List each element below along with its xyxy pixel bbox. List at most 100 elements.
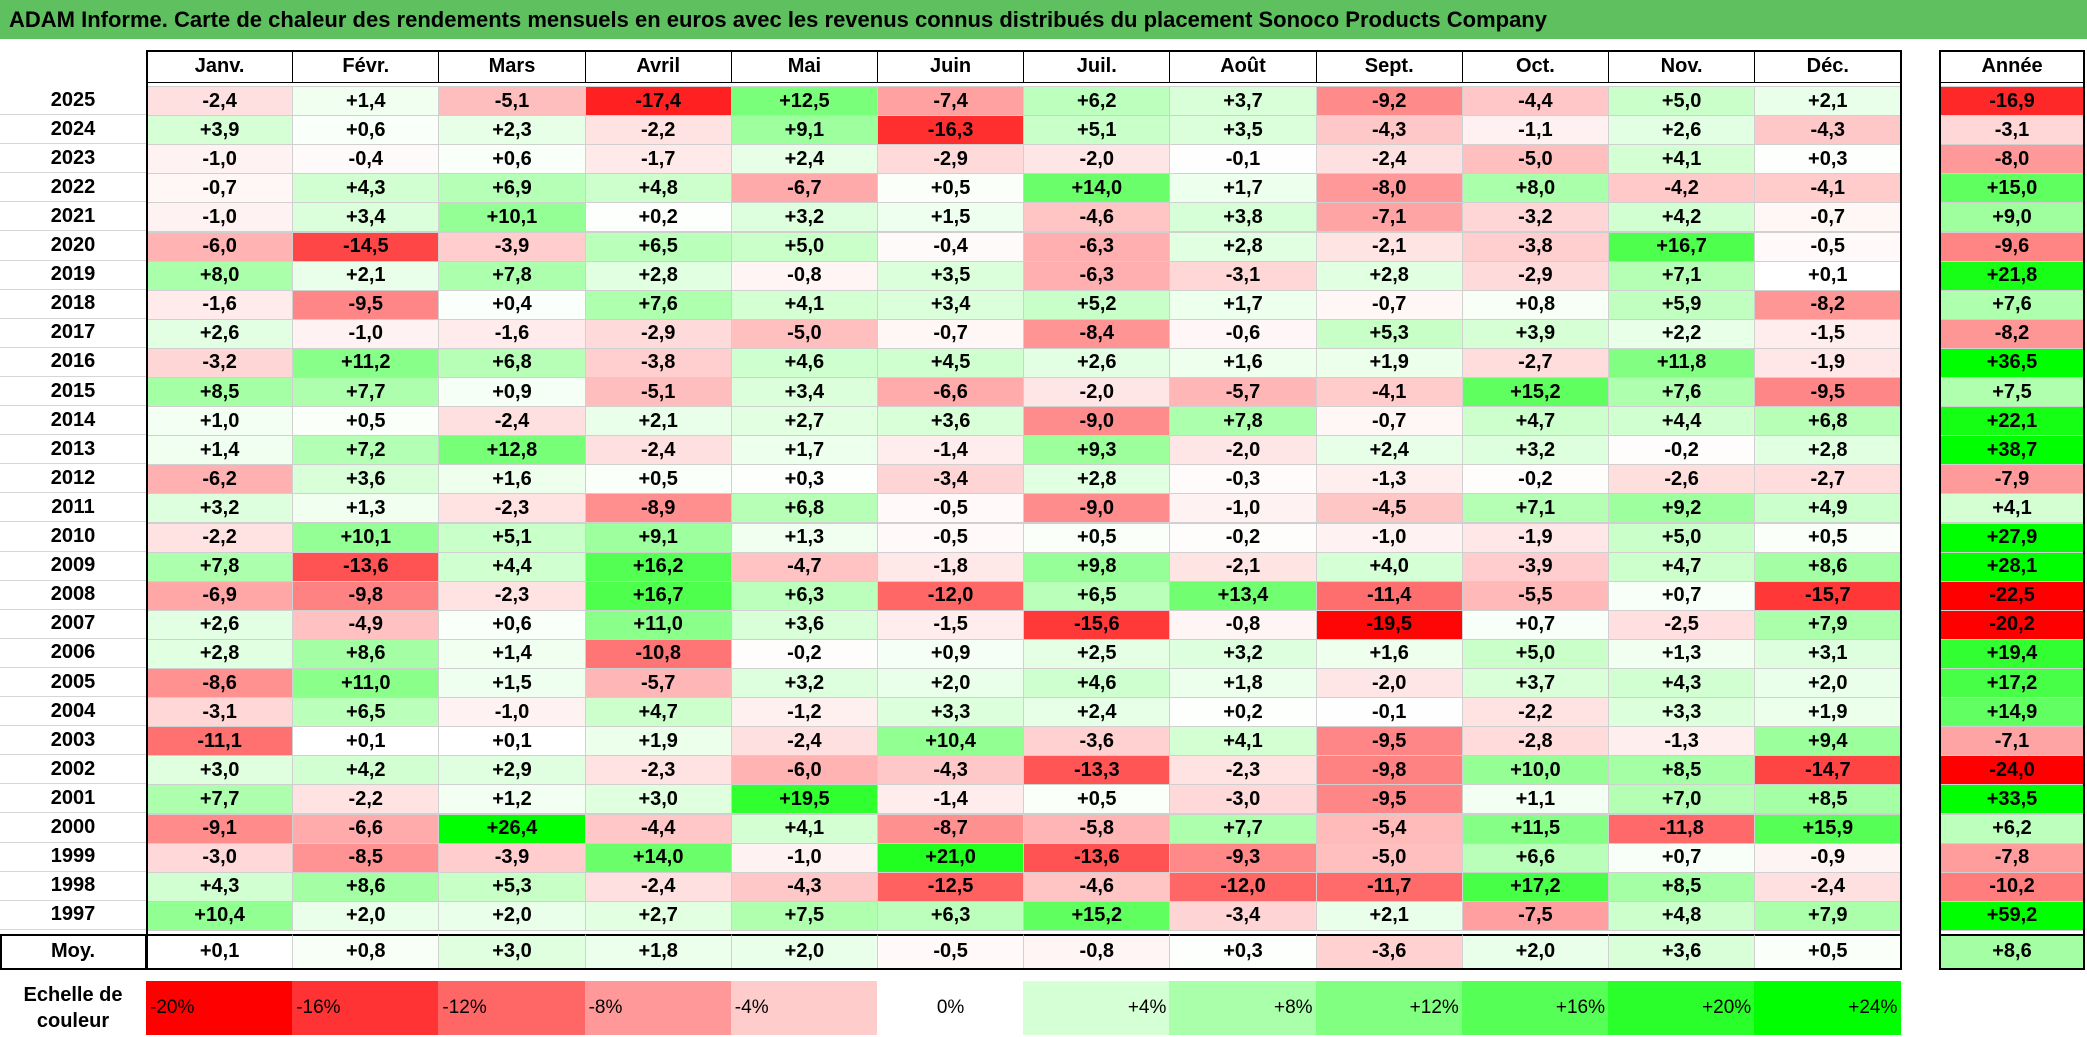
heatmap-cell: -5,8	[1023, 813, 1171, 844]
heatmap-cell: -11,8	[1608, 813, 1756, 844]
heatmap-cell: -3,0	[1169, 784, 1317, 815]
heatmap-cell: -8,7	[877, 813, 1025, 844]
heatmap-cell: -11,4	[1315, 580, 1463, 611]
heatmap-cell: +2,1	[584, 406, 732, 437]
annual-cell: +59,2	[1939, 900, 2085, 931]
heatmap-cell: +2,0	[438, 900, 586, 931]
heatmap-cell: +3,3	[877, 697, 1025, 728]
heatmap-cell: +2,7	[730, 406, 878, 437]
heatmap-cell: +4,1	[730, 813, 878, 844]
heatmap-cell: +8,5	[1754, 784, 1902, 815]
year-label: 2005	[0, 668, 146, 698]
annual-cell: +28,1	[1939, 551, 2085, 582]
heatmap-cell: -2,7	[1754, 464, 1902, 495]
heatmap-cell: +9,8	[1023, 551, 1171, 582]
heatmap-cell: -2,4	[1315, 144, 1463, 175]
year-label: 2017	[0, 318, 146, 348]
heatmap-cell: +5,1	[438, 522, 586, 553]
heatmap-cell: -2,4	[584, 435, 732, 466]
average-cell: +3,6	[1608, 933, 1756, 970]
month-header: Janv.	[146, 50, 294, 83]
heatmap-cell: +4,4	[1608, 406, 1756, 437]
heatmap-cell: +1,6	[438, 464, 586, 495]
average-cell: +2,0	[1461, 933, 1609, 970]
heatmap-cell: -10,8	[584, 638, 732, 669]
heatmap-cell: -0,1	[1169, 144, 1317, 175]
heatmap-cell: +2,6	[146, 609, 294, 640]
heatmap-cell: -9,2	[1315, 86, 1463, 117]
heatmap-cell: +5,3	[1315, 318, 1463, 349]
heatmap-cell: +8,6	[292, 871, 440, 902]
year-label: 2020	[0, 231, 146, 261]
year-label: 2001	[0, 784, 146, 814]
heatmap-cell: +2,6	[1608, 115, 1756, 146]
heatmap-cell: +7,7	[146, 784, 294, 815]
heatmap-cell: -0,5	[877, 493, 1025, 524]
month-header: Févr.	[292, 50, 440, 83]
heatmap-cell: +4,6	[1023, 668, 1171, 699]
heatmap-cell: -12,0	[877, 580, 1025, 611]
heatmap-cell: -6,2	[146, 464, 294, 495]
heatmap-cell: -1,9	[1461, 522, 1609, 553]
average-cell: -0,8	[1023, 933, 1171, 970]
heatmap-cell: +10,1	[438, 202, 586, 233]
heatmap-cell: -9,3	[1169, 842, 1317, 873]
heatmap-cell: -2,4	[146, 86, 294, 117]
heatmap-cell: -1,1	[1461, 115, 1609, 146]
heatmap-cell: +1,9	[1315, 347, 1463, 378]
annual-cell: -10,2	[1939, 871, 2085, 902]
heatmap-cell: -3,4	[877, 464, 1025, 495]
heatmap-cell: +10,4	[146, 900, 294, 931]
heatmap-cell: +1,7	[1169, 173, 1317, 204]
heatmap-cell: +7,8	[146, 551, 294, 582]
heatmap-cell: -5,4	[1315, 813, 1463, 844]
heatmap-cell: -12,5	[877, 871, 1025, 902]
heatmap-cell: +2,8	[1023, 464, 1171, 495]
heatmap-cell: -13,3	[1023, 755, 1171, 786]
heatmap-cell: -6,7	[730, 173, 878, 204]
heatmap-cell: +1,3	[730, 522, 878, 553]
heatmap-cell: -3,8	[1461, 231, 1609, 262]
heatmap-cell: -6,0	[730, 755, 878, 786]
color-scale-stop: 0%	[877, 981, 1025, 1035]
annual-cell: +22,1	[1939, 406, 2085, 437]
heatmap-cell: -1,8	[877, 551, 1025, 582]
heatmap-cell: -6,6	[877, 377, 1025, 408]
heatmap-cell: -19,5	[1315, 609, 1463, 640]
annual-cell: -9,6	[1939, 231, 2085, 262]
heatmap-cell: +7,5	[730, 900, 878, 931]
heatmap-cell: +26,4	[438, 813, 586, 844]
heatmap-cell: -0,2	[1608, 435, 1756, 466]
heatmap-cell: +7,8	[438, 260, 586, 291]
month-header: Mai	[730, 50, 878, 83]
annual-cell: +36,5	[1939, 347, 2085, 378]
heatmap-cell: -0,6	[1169, 318, 1317, 349]
year-label: 2023	[0, 144, 146, 174]
heatmap-cell: +0,7	[1608, 842, 1756, 873]
heatmap-cell: +17,2	[1461, 871, 1609, 902]
heatmap-cell: -12,0	[1169, 871, 1317, 902]
year-label: 2022	[0, 173, 146, 203]
heatmap-cell: +3,6	[292, 464, 440, 495]
heatmap-cell: +3,0	[146, 755, 294, 786]
heatmap-cell: +21,0	[877, 842, 1025, 873]
color-scale-stop: +16%	[1461, 981, 1609, 1035]
heatmap-cell: +8,5	[1608, 755, 1756, 786]
heatmap-cell: -9,5	[1315, 784, 1463, 815]
heatmap-cell: +5,1	[1023, 115, 1171, 146]
heatmap-cell: +7,6	[1608, 377, 1756, 408]
heatmap-cell: +5,0	[1461, 638, 1609, 669]
heatmap-cell: -1,0	[146, 144, 294, 175]
annual-header: Année	[1939, 50, 2085, 83]
year-label: 1998	[0, 871, 146, 901]
heatmap-cell: +7,0	[1608, 784, 1756, 815]
heatmap-cell: +8,0	[1461, 173, 1609, 204]
heatmap-cell: +2,4	[1315, 435, 1463, 466]
heatmap-cell: -1,0	[730, 842, 878, 873]
heatmap-cell: -11,1	[146, 726, 294, 757]
year-label: 1999	[0, 842, 146, 872]
annual-cell: +38,7	[1939, 435, 2085, 466]
heatmap-cell: +6,3	[877, 900, 1025, 931]
heatmap-cell: -5,0	[1461, 144, 1609, 175]
heatmap-cell: -0,5	[1754, 231, 1902, 262]
